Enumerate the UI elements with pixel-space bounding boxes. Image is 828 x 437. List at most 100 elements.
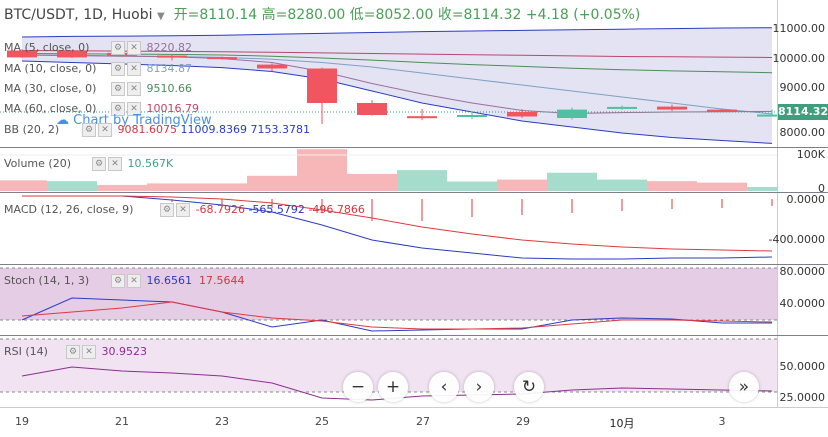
ma30-legend: MA (30, close, 0) ⚙ ✕ 9510.66 [4,82,192,96]
volume-bar [597,179,647,191]
volume-bar [647,181,697,191]
scroll-right-button[interactable]: › [464,372,494,402]
close-icon[interactable]: ✕ [127,41,141,55]
close-icon[interactable]: ✕ [127,82,141,96]
macd-legend: MACD (12, 26, close, 9) ⚙ ✕ -68.7926 -565.… [4,203,365,217]
settings-icon[interactable]: ⚙ [66,345,80,359]
close-icon[interactable]: ✕ [82,345,96,359]
price-tick: 9000.00 [779,81,826,94]
macd-line [22,195,773,260]
candle-body [257,64,287,69]
stoch-tick: 40.0000 [779,297,826,310]
volume-tick: 0 [818,182,825,195]
candle-body [457,115,487,117]
bb-basis-value: 9081.6075 [117,123,178,136]
pane-separator[interactable] [0,264,828,265]
chart-header: BTC/USDT, 1D, Huobi ▼ 开=8110.14 高=8280.0… [4,4,640,24]
settings-icon[interactable]: ⚙ [111,82,125,96]
rsi-axis[interactable]: 50.0000 25.0000 [777,336,828,407]
rsi-value: 30.9523 [101,345,148,358]
bollinger-lower-line [21,60,773,144]
date-tick: 25 [315,415,329,428]
stoch-k-value: 16.6561 [146,274,193,287]
tradingview-logo-icon: ☁ [56,113,69,128]
ma60-legend: MA (60, close, 0) ⚙ ✕ 10016.79 [4,102,199,116]
macd-axis[interactable]: 0.0000 -400.0000 [769,193,828,264]
date-tick: 21 [115,415,129,428]
settings-icon[interactable]: ⚙ [160,203,174,217]
candle-body [707,109,737,112]
low-value: 低=8052.00 [349,7,434,23]
macd-hist-value: -68.7926 [195,203,245,216]
candle-body [7,50,37,58]
pane-separator[interactable] [0,192,828,193]
date-tick: 19 [15,415,29,428]
candle-body [157,55,187,58]
reset-chart-button[interactable]: ↻ [514,372,544,402]
date-tick: 10月 [609,417,635,430]
price-tick: 10000.00 [772,52,826,65]
candle-body [357,103,387,115]
pane-separator[interactable] [0,335,828,336]
volume-label: Volume (20) [4,157,71,170]
volume-bar [497,179,547,191]
volume-bar [447,181,497,191]
volume-bar [0,180,47,191]
stoch-axis[interactable]: 80.0000 40.0000 [777,265,828,335]
ma30-label: MA (30, close, 0) [4,82,97,95]
pane-separator[interactable] [0,147,828,148]
macd-signal-line [22,195,773,252]
stoch-d-line [21,301,773,330]
ma5-legend: MA (5, close, 0) ⚙ ✕ 8220.82 [4,41,192,55]
settings-icon[interactable]: ⚙ [82,123,96,137]
candle-body [607,106,637,109]
scroll-to-realtime-button[interactable]: » [729,372,759,402]
stoch-legend: Stoch (14, 1, 3) ⚙ ✕ 16.6561 17.5644 [4,274,245,288]
volume-axis[interactable]: 100K 0 [777,148,828,195]
open-value: 开=8110.14 [173,7,258,23]
rsi-tick: 25.0000 [779,391,826,404]
close-icon[interactable]: ✕ [98,123,112,137]
date-tick: 29 [516,415,530,428]
settings-icon[interactable]: ⚙ [111,274,125,288]
stoch-d-value: 17.5644 [199,274,245,287]
candle-body [407,116,437,119]
zoom-in-button[interactable]: + [378,372,408,402]
rsi-label: RSI (14) [4,345,48,358]
date-tick: 27 [416,415,430,428]
ma5-value: 8220.82 [146,41,193,54]
volume-bar [697,182,747,191]
macd-signal-value: -496.7866 [308,203,365,216]
close-icon[interactable]: ✕ [108,157,122,171]
settings-icon[interactable]: ⚙ [92,157,106,171]
settings-icon[interactable]: ⚙ [111,41,125,55]
volume-bar [347,173,397,191]
close-icon[interactable]: ✕ [127,274,141,288]
date-tick: 23 [215,415,229,428]
volume-bar [247,175,297,191]
close-icon[interactable]: ✕ [127,102,141,116]
price-axis[interactable]: 11000.00 10000.00 9000.00 8000.00 [773,0,828,147]
symbol-label[interactable]: BTC/USDT, 1D, Huobi [4,7,153,23]
settings-icon[interactable]: ⚙ [111,62,125,76]
high-value: 高=8280.00 [261,7,346,23]
ma60-label: MA (60, close, 0) [4,102,97,115]
zoom-out-button[interactable]: − [343,372,373,402]
price-tick: 8000.00 [779,126,826,139]
volume-bar [397,170,447,191]
volume-bar [747,186,777,191]
bollinger-upper-line [21,27,773,38]
macd-tick: -400.0000 [768,233,825,246]
stoch-k-line [21,297,772,332]
ma5-line [21,54,773,115]
scroll-left-button[interactable]: ‹ [429,372,459,402]
bb-label: BB (20, 2) [4,123,60,136]
candle-body [757,114,777,117]
volume-bar [197,183,247,191]
ma10-label: MA (10, close, 0) [4,62,97,75]
volume-value: 10.567K [127,157,174,170]
settings-icon[interactable]: ⚙ [111,102,125,116]
chevron-down-icon[interactable]: ▼ [156,11,165,22]
close-icon[interactable]: ✕ [176,203,190,217]
close-icon[interactable]: ✕ [127,62,141,76]
